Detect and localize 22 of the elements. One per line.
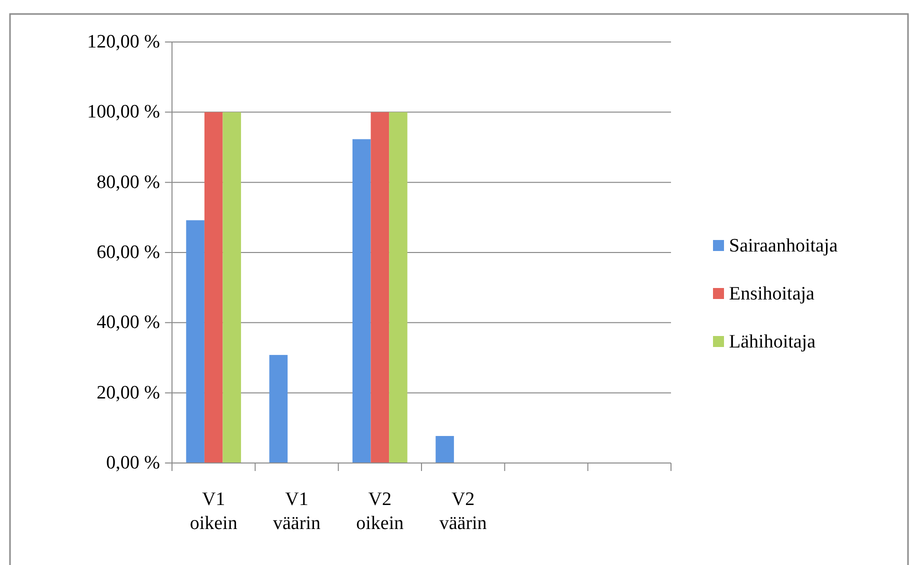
x-tick-label: V1 väärin — [273, 489, 321, 534]
y-tick-label: 0,00 % — [106, 452, 160, 474]
y-tick-label: 120,00 % — [87, 32, 160, 52]
bar — [436, 436, 454, 463]
legend-label: Ensihoitaja — [729, 284, 816, 304]
y-tick-label: 100,00 % — [87, 102, 160, 123]
x-tick-label: V1 oikein — [190, 489, 238, 534]
y-tick-label: 80,00 % — [96, 172, 160, 193]
bar — [352, 139, 371, 463]
bar — [269, 354, 288, 463]
bar — [222, 112, 242, 463]
x-tick-label: V2 oikein — [356, 489, 404, 534]
y-tick-label: 20,00 % — [96, 382, 160, 404]
bar — [204, 112, 223, 463]
y-tick-label: 60,00 % — [96, 242, 160, 263]
y-tick-label: 40,00 % — [96, 312, 160, 334]
legend-label: Sairaanhoitaja — [729, 236, 838, 256]
bar — [389, 112, 408, 463]
legend-label: Lähihoitaja — [729, 332, 816, 352]
bar — [370, 112, 390, 463]
x-tick-label: V2 väärin — [439, 489, 488, 534]
bar — [186, 220, 204, 463]
